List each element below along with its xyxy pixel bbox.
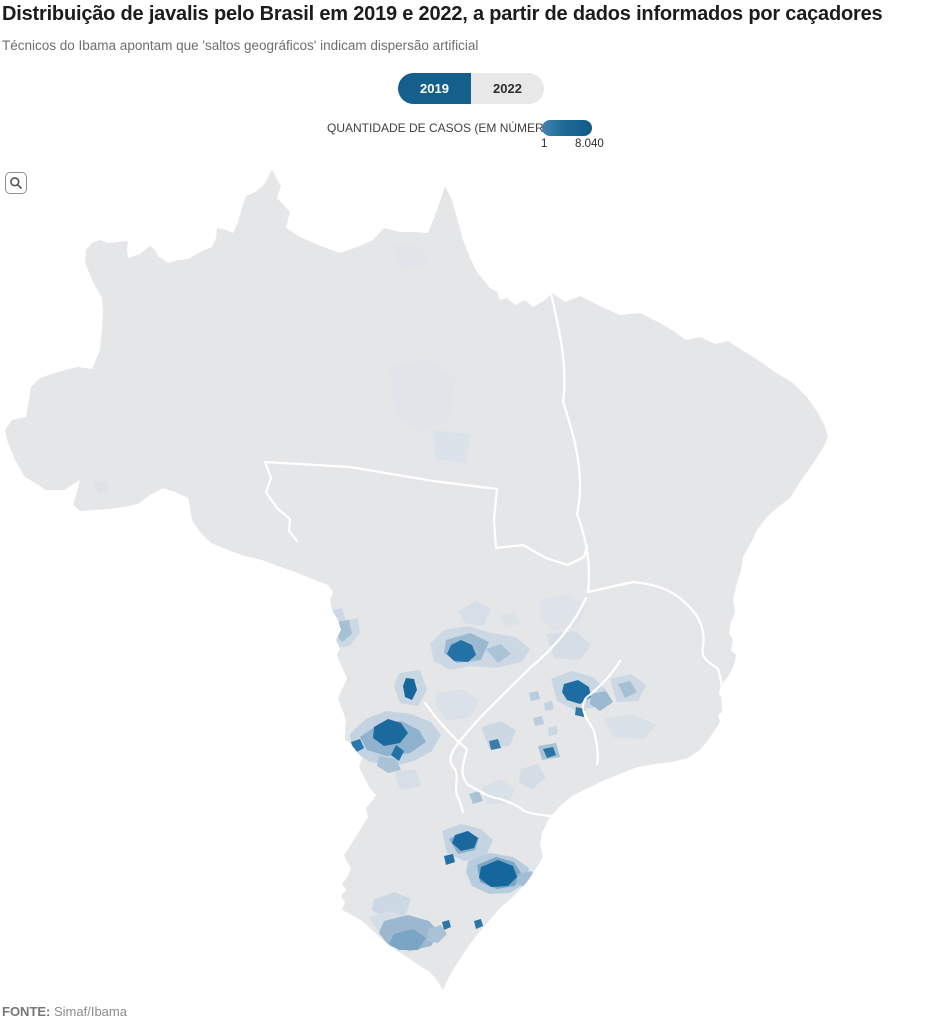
year-toggle-2019[interactable]: 2019	[398, 73, 471, 104]
case-clusters-faint	[94, 244, 656, 739]
year-toggle-2022[interactable]: 2022	[471, 73, 544, 104]
legend-gradient-pill	[542, 120, 592, 136]
page-subtitle: Técnicos do Ibama apontam que 'saltos ge…	[2, 38, 479, 53]
magnifier-icon	[9, 176, 23, 190]
legend-min-value: 1	[541, 138, 548, 150]
legend-max-value: 8.040	[575, 138, 604, 150]
source-value: Simaf/Ibama	[50, 1004, 127, 1019]
map-zoom-button[interactable]	[5, 172, 27, 194]
page-title: Distribuição de javalis pelo Brasil em 2…	[2, 3, 883, 25]
source-label: FONTE:	[2, 1004, 51, 1019]
brazil-outline	[5, 170, 828, 990]
source-note: FONTE: Simaf/Ibama	[2, 1004, 127, 1019]
legend-label: QUANTIDADE DE CASOS (EM NÚMERO)	[327, 121, 558, 135]
year-toggle: 2019 2022	[398, 73, 544, 104]
